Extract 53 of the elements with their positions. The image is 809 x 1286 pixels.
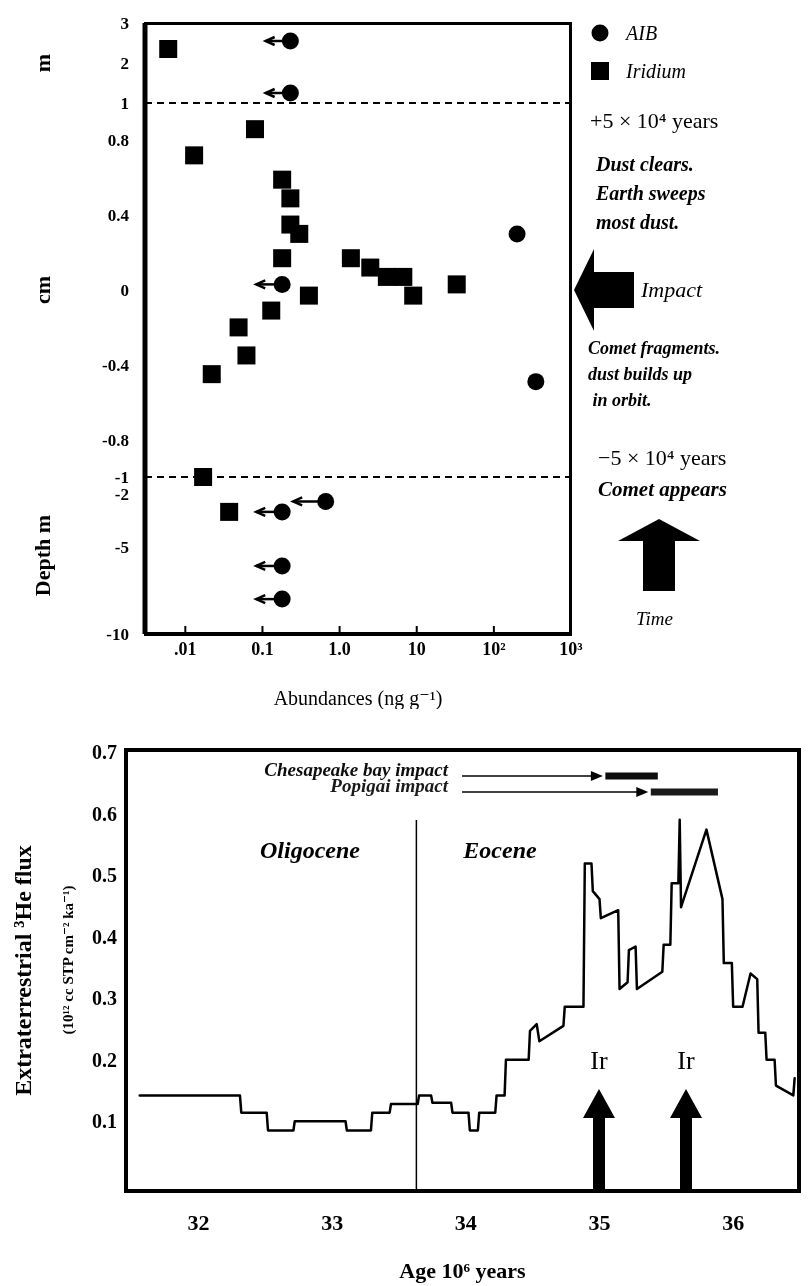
- y-axis-title: cm: [29, 275, 55, 305]
- x-axis-title: Abundances (ng g⁻¹): [273, 687, 443, 710]
- point: [281, 84, 299, 102]
- y-tick-label: -10: [106, 625, 129, 645]
- text: −5 × 10⁴ years: [598, 444, 727, 472]
- y-tick-label: -0.8: [102, 430, 129, 450]
- x-tick-label: .01: [174, 638, 197, 659]
- y-tick-label: 0.4: [107, 206, 130, 226]
- y-tick-label: 1: [120, 94, 129, 114]
- x-tick-label: 36: [722, 1209, 745, 1235]
- y-tick-label: 0: [120, 281, 129, 301]
- annotation: Ir: [677, 1045, 695, 1075]
- x-tick-label: 1.0: [328, 638, 351, 659]
- legend-label: AIB: [626, 21, 658, 45]
- x-tick-label: 10³: [559, 638, 584, 659]
- y-tick-label: 0.7: [92, 741, 117, 764]
- x-tick-label: 33: [321, 1209, 344, 1235]
- y-tick-label: 0.2: [92, 1048, 117, 1071]
- point: [159, 40, 178, 58]
- x-tick-label: 35: [588, 1209, 611, 1235]
- legend-label: Iridium: [626, 59, 686, 83]
- y-tick-label: -5: [114, 537, 129, 557]
- y-tick-label: 0.6: [92, 802, 117, 825]
- y-axis-title: m: [29, 53, 55, 73]
- annotation: Ir: [590, 1045, 608, 1075]
- y-tick-label: 0.8: [107, 131, 129, 151]
- y-tick-label: -1: [114, 468, 129, 488]
- text: (10¹² cc STP cm⁻² ka⁻¹): [60, 885, 78, 1035]
- text: Impact: [641, 276, 703, 304]
- y-axis-title: Extraterrestrial ³He flux: [9, 845, 36, 1096]
- x-tick-label: 34: [454, 1209, 477, 1235]
- y-tick-label: -0.4: [102, 355, 130, 375]
- y-tick-label: -2: [114, 485, 129, 505]
- annotation: Eocene: [462, 836, 537, 863]
- y-axis-title: Depth m: [29, 514, 55, 597]
- x-axis-title: Age 10⁶ years: [399, 1258, 527, 1283]
- y-tick-label: 0.1: [92, 1110, 117, 1133]
- x-tick-label: 32: [187, 1209, 210, 1235]
- text: +5 × 10⁴ years: [590, 107, 719, 135]
- x-tick-label: 0.1: [251, 638, 274, 659]
- y-tick-label: 0.4: [92, 925, 117, 948]
- y-tick-label: 2: [120, 54, 129, 74]
- text: Comet fragments. dust builds up in orbit.: [588, 337, 721, 413]
- point: [281, 32, 299, 50]
- y-tick-label: 0.5: [92, 864, 117, 887]
- text: Time: [636, 607, 673, 631]
- text: Dust clears. Earth sweeps most dust.: [596, 152, 706, 235]
- y-tick-label: 0.3: [92, 987, 117, 1010]
- x-tick-label: 10²: [482, 638, 506, 659]
- y-tick-label: 3: [120, 14, 129, 34]
- x-tick-label: 10: [407, 638, 426, 659]
- annotation: Oligocene: [260, 836, 361, 863]
- text: Comet appears: [598, 476, 727, 503]
